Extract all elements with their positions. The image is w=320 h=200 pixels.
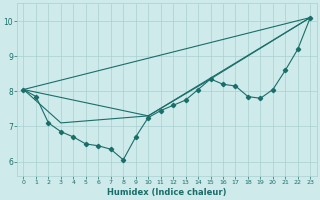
X-axis label: Humidex (Indice chaleur): Humidex (Indice chaleur) (107, 188, 227, 197)
